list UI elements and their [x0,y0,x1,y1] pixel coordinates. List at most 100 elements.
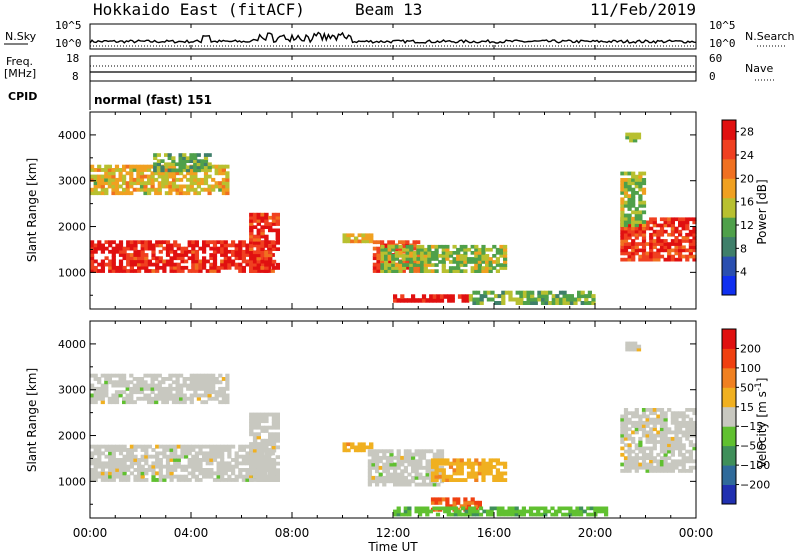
heatmap-cell [438,244,443,249]
heatmap-cell [659,239,665,243]
heatmap-cell [249,262,254,267]
heatmap-cell [164,191,169,196]
heatmap-cell [111,393,116,398]
heatmap-cell [209,458,214,462]
heatmap-cell [203,153,209,157]
heatmap-cell [685,424,690,428]
heatmap-cell [674,245,679,250]
heatmap-cell [168,184,173,189]
heatmap-cell [631,436,636,441]
heatmap-cell [678,452,683,457]
heatmap-cell [593,509,598,514]
heatmap-cell [434,247,439,252]
heatmap-cell [160,168,165,173]
heatmap-cell [111,174,116,179]
heatmap-cell [100,393,105,398]
heatmap-cell [209,471,214,476]
heatmap-cell [481,244,486,249]
heatmap-cell [448,465,454,469]
heatmap-cell [674,251,679,256]
heatmap-cell [670,229,675,234]
heatmap-cell [663,424,668,428]
heatmap-cell [528,512,534,517]
heatmap-cell [667,443,672,448]
heatmap-cell [198,468,203,472]
heatmap-cell [499,478,504,482]
heatmap-cell [485,254,490,258]
heatmap-cell [220,454,225,459]
heatmap-cell [271,241,277,245]
heatmap-cell [670,446,675,451]
heatmap-cell [176,464,181,469]
heatmap-cell [405,251,410,255]
heatmap-cell [260,225,265,229]
heatmap-cell [175,191,180,196]
heatmap-cell [499,263,504,267]
heatmap-cell [150,174,155,179]
heatmap-cell [659,469,665,473]
heatmap-cell [180,256,185,261]
heatmap-cell [678,248,683,253]
heatmap-cell [674,430,679,435]
heatmap-cell [446,506,451,511]
heatmap-cell [154,377,159,381]
heatmap-cell [674,462,679,467]
heatmap-cell [555,297,560,302]
heatmap-cell [452,260,457,264]
heatmap-cell [202,259,207,264]
heatmap-cell [685,433,690,438]
heatmap-cell [678,414,683,419]
heatmap-cell [97,191,102,196]
heatmap-cell [264,234,269,239]
heatmap-cell [656,430,661,435]
heatmap-cell [256,259,261,264]
heatmap-cell [371,462,376,467]
heatmap-cell [403,455,408,460]
heatmap-cell [409,263,414,267]
heatmap-cell [641,456,647,460]
nave-label: Nave [745,62,773,75]
heatmap-cell [241,269,246,273]
heatmap-cell [371,452,376,457]
heatmap-cell [191,454,196,459]
heatmap-cell [631,248,636,253]
heatmap-cell [256,237,261,242]
heatmap-cell [641,191,647,195]
heatmap-cell [125,396,130,401]
heatmap-cell [631,220,636,224]
heatmap-cell [435,512,441,517]
noise-panel: N.Sky 10^5 10^0 10^5 10^0 N.Search [4,19,795,50]
heatmap-cell [137,471,142,476]
heatmap-cell [496,512,501,517]
heatmap-cell [187,256,192,261]
heatmap-cell [396,506,401,511]
heatmap-cell [256,215,261,220]
heatmap-cell [108,471,113,476]
heatmap-cell [225,177,230,182]
heatmap-cell [623,239,629,243]
heatmap-cell [118,464,124,469]
heatmap-cell [499,251,504,255]
heatmap-cell [649,433,654,438]
heatmap-cell [667,462,672,467]
heatmap-cell [268,225,273,229]
heatmap-cell [263,471,268,476]
heatmap-cell [681,226,686,231]
heatmap-cell [631,194,636,198]
heatmap-cell [209,256,214,261]
heatmap-cell [380,263,385,267]
heatmap-cell [267,246,272,251]
heatmap-cell [631,465,636,470]
heatmap-cell [90,168,95,172]
heatmap-cell [645,408,650,412]
heatmap-cell [627,200,632,205]
heatmap-cell [186,191,191,196]
heatmap-cell [477,461,482,466]
heatmap-cell [369,233,374,238]
heatmap-cell [223,262,228,267]
heatmap-cell [402,254,407,258]
heatmap-cell [631,242,636,246]
heatmap-cell [663,430,668,435]
heatmap-cell [275,222,280,226]
heatmap-cell [414,462,419,467]
